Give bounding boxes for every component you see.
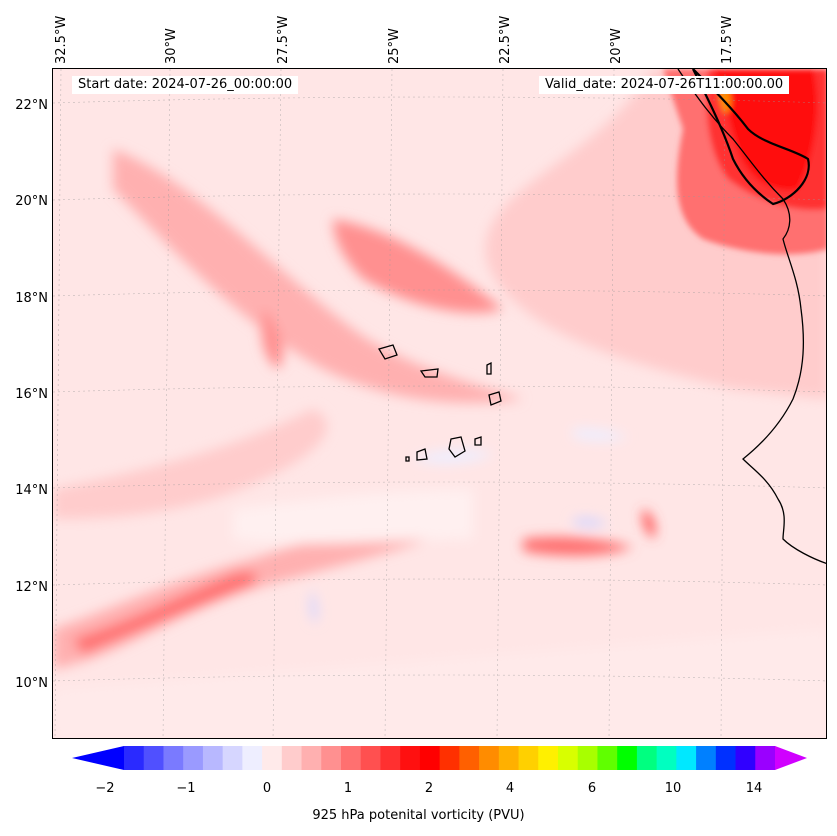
colorbar-segment: [656, 746, 677, 770]
colorbar-segment: [400, 746, 421, 770]
colorbar-segment: [735, 746, 756, 770]
colorbar-segment: [360, 746, 381, 770]
lat-label-10n: 10°N: [15, 676, 48, 691]
colorbar-segment: [459, 746, 480, 770]
colorbar-segment: [715, 746, 737, 770]
colorbar-label: 925 hPa potenital vorticity (PVU): [312, 808, 525, 823]
cb-tick-4: 4: [505, 781, 515, 796]
colorbar-segment: [479, 746, 500, 770]
colorbar-segment: [124, 746, 145, 770]
lon-label-27-5w: 27.5°W: [276, 15, 291, 64]
colorbar-segment: [183, 746, 204, 770]
colorbar-segment: [558, 746, 579, 770]
pv-contours-light: [53, 69, 826, 738]
colorbar-segment: [301, 746, 322, 770]
colorbar-segment: [321, 746, 342, 770]
cb-tick-6: 6: [587, 781, 597, 796]
graticule: [53, 69, 826, 738]
valid-date-label: Valid_date: 2024-07-26T11:00:00.00: [539, 76, 790, 94]
colorbar-left-extend: [72, 746, 124, 770]
colorbar-segment: [518, 746, 539, 770]
coastline: [378, 69, 826, 564]
colorbar-segment: [222, 746, 243, 770]
lon-label-17-5w: 17.5°W: [720, 15, 735, 64]
cb-tick-2: 2: [424, 781, 434, 796]
colorbar: [72, 746, 807, 770]
cb-tick-14: 14: [745, 781, 763, 796]
lon-label-32-5w: 32.5°W: [54, 15, 69, 64]
colorbar-right-extend: [775, 746, 807, 770]
cb-tick-0: 0: [262, 781, 272, 796]
colorbar-segment: [143, 746, 164, 770]
start-date-label: Start date: 2024-07-26_00:00:00: [72, 76, 299, 94]
colorbar-segment: [577, 746, 598, 770]
colorbar-segment: [262, 746, 283, 770]
colorbar-segment: [202, 746, 224, 770]
colorbar-segment: [538, 746, 559, 770]
colorbar-segment: [242, 746, 263, 770]
colorbar-segment: [439, 746, 460, 770]
colorbar-segment: [755, 746, 776, 770]
cb-tick-1: 1: [343, 781, 353, 796]
lat-label-16n: 16°N: [15, 387, 48, 402]
lon-label-25w: 25°W: [387, 28, 402, 64]
lat-label-18n: 18°N: [15, 291, 48, 306]
lat-label-22n: 22°N: [15, 98, 48, 113]
cb-tick-neg1: −1: [176, 781, 196, 796]
colorbar-segment: [281, 746, 303, 770]
colorbar-segment: [636, 746, 658, 770]
lat-label-14n: 14°N: [15, 483, 48, 498]
colorbar-segment: [419, 746, 441, 770]
map-panel: [52, 68, 827, 739]
colorbar-segment: [163, 746, 184, 770]
cb-tick-10: 10: [664, 781, 682, 796]
colorbar-segment: [696, 746, 717, 770]
colorbar-segment: [341, 746, 362, 770]
pv-field-map: [53, 69, 826, 738]
colorbar-segment: [498, 746, 520, 770]
colorbar-segment: [380, 746, 401, 770]
lon-label-20w: 20°W: [609, 28, 624, 64]
lon-label-22-5w: 22.5°W: [498, 15, 513, 64]
lon-label-30w: 30°W: [164, 28, 179, 64]
lat-label-12n: 12°N: [15, 580, 48, 595]
colorbar-segment: [597, 746, 618, 770]
lat-label-20n: 20°N: [15, 194, 48, 209]
colorbar-segment: [676, 746, 697, 770]
colorbar-segment: [617, 746, 638, 770]
cb-tick-neg2: −2: [95, 781, 115, 796]
